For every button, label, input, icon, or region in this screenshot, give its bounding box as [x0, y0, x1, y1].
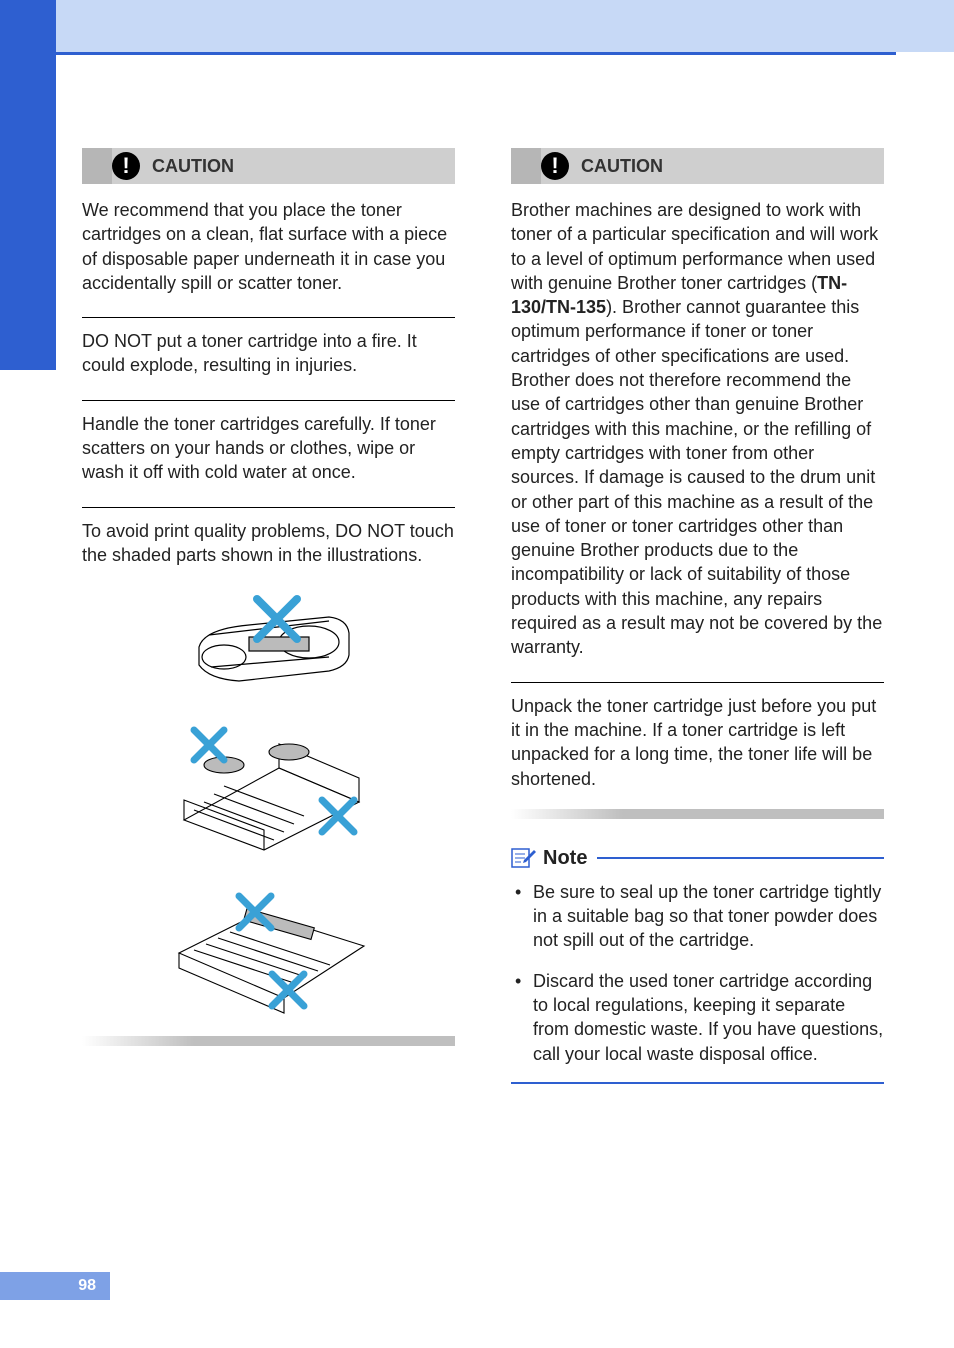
caution-header-left: CAUTION: [82, 148, 455, 184]
paragraph-separator: [82, 307, 455, 329]
caution-header-accent: [82, 148, 112, 184]
note-list: Be sure to seal up the toner cartridge t…: [511, 880, 884, 1066]
illustration-drum-back: [82, 702, 455, 860]
header-divider: [56, 52, 896, 55]
note-end-line: [511, 1082, 884, 1084]
caution-paragraph: Brother machines are designed to work wi…: [511, 198, 884, 660]
text-span: ). Brother cannot guarantee this optimum…: [511, 297, 882, 657]
caution-icon: [112, 152, 140, 180]
note-item: Be sure to seal up the toner cartridge t…: [511, 880, 884, 953]
caution-paragraph: Handle the toner cartridges carefully. I…: [82, 412, 455, 485]
note-label: Note: [543, 847, 587, 870]
caution-paragraph: To avoid print quality problems, DO NOT …: [82, 519, 455, 568]
caution-header-accent: [511, 148, 541, 184]
right-column: CAUTION Brother machines are designed to…: [511, 148, 884, 1084]
section-end-fade: [511, 809, 884, 819]
page-content: CAUTION We recommend that you place the …: [82, 148, 884, 1084]
section-side-tab: [0, 0, 56, 370]
caution-header-right: CAUTION: [511, 148, 884, 184]
paragraph-separator: [82, 497, 455, 519]
caution-paragraph: DO NOT put a toner cartridge into a fire…: [82, 329, 455, 378]
note-icon: [511, 847, 537, 869]
caution-title: CAUTION: [152, 148, 234, 184]
illustration-toner-cartridge: [82, 579, 455, 702]
caution-paragraph: We recommend that you place the toner ca…: [82, 198, 455, 295]
page-number: 98: [78, 1277, 96, 1295]
note-item: Discard the used toner cartridge accordi…: [511, 969, 884, 1066]
note-header: Note: [511, 847, 884, 870]
caution-title: CAUTION: [581, 148, 663, 184]
top-banner: [0, 0, 954, 52]
note-header-line: [597, 857, 884, 859]
left-column: CAUTION We recommend that you place the …: [82, 148, 455, 1084]
section-end-fade: [82, 1036, 455, 1046]
page-number-bar: 98: [0, 1272, 110, 1300]
illustration-drum-front: [82, 860, 455, 1018]
paragraph-separator: [511, 672, 884, 694]
caution-icon: [541, 152, 569, 180]
paragraph-separator: [82, 390, 455, 412]
caution-paragraph: Unpack the toner cartridge just before y…: [511, 694, 884, 791]
